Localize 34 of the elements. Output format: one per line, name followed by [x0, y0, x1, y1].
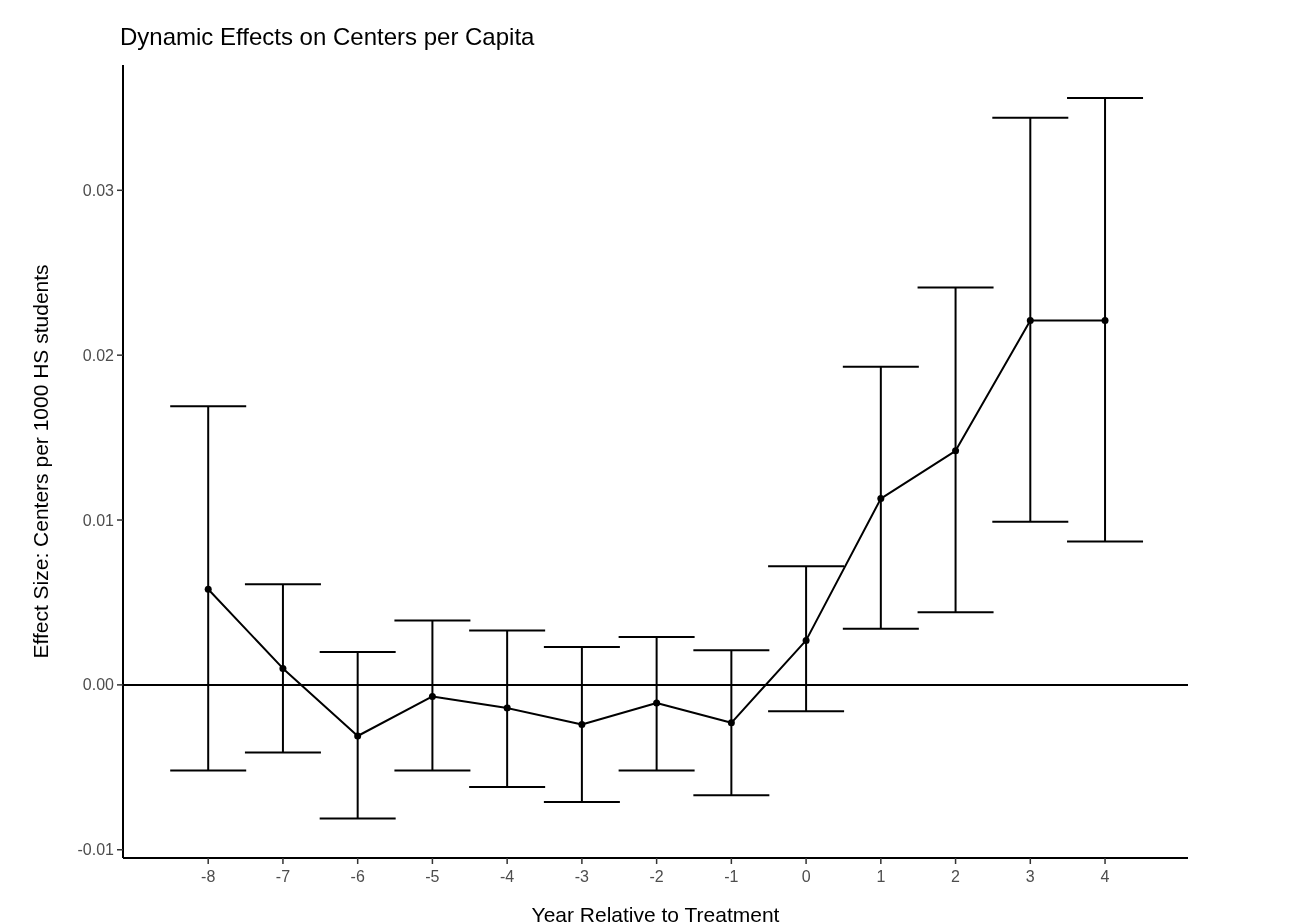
x-tick-label: -2 [649, 868, 664, 885]
y-tick-label: 0.02 [82, 346, 115, 364]
point [1101, 317, 1109, 325]
x-tick-label: -7 [275, 868, 291, 885]
x-tick-label: -3 [574, 868, 590, 885]
point [952, 447, 960, 455]
x-tick-label: -5 [425, 868, 440, 885]
x-tick-label: 3 [1025, 868, 1035, 885]
point [578, 720, 586, 728]
x-axis-title: Year Relative to Treatment [531, 903, 780, 922]
point [204, 585, 212, 593]
point [1026, 317, 1034, 325]
y-tick-label: 0.01 [82, 511, 115, 529]
point [727, 719, 735, 727]
x-tick-label: -1 [724, 868, 739, 885]
chart-title: Dynamic Effects on Centers per Capita [120, 23, 536, 50]
y-tick-label: 0.03 [82, 181, 115, 199]
x-tick-label: 2 [951, 868, 961, 885]
point [354, 732, 362, 740]
x-tick-label: -4 [500, 868, 515, 885]
point [428, 692, 436, 700]
x-tick-label: -6 [350, 868, 365, 885]
point [503, 704, 511, 712]
y-axis-title: Effect Size: Centers per 1000 HS students [29, 264, 52, 659]
y-tick-label: 0.00 [82, 676, 115, 694]
point [279, 664, 287, 672]
x-tick-label: 1 [876, 868, 886, 885]
x-tick-label: 4 [1100, 868, 1110, 885]
x-tick-label: 0 [801, 868, 811, 885]
y-tick-label: -0.01 [77, 841, 115, 859]
point [877, 495, 885, 503]
point [653, 699, 661, 707]
point [802, 636, 810, 644]
x-tick-label: -8 [201, 868, 216, 885]
